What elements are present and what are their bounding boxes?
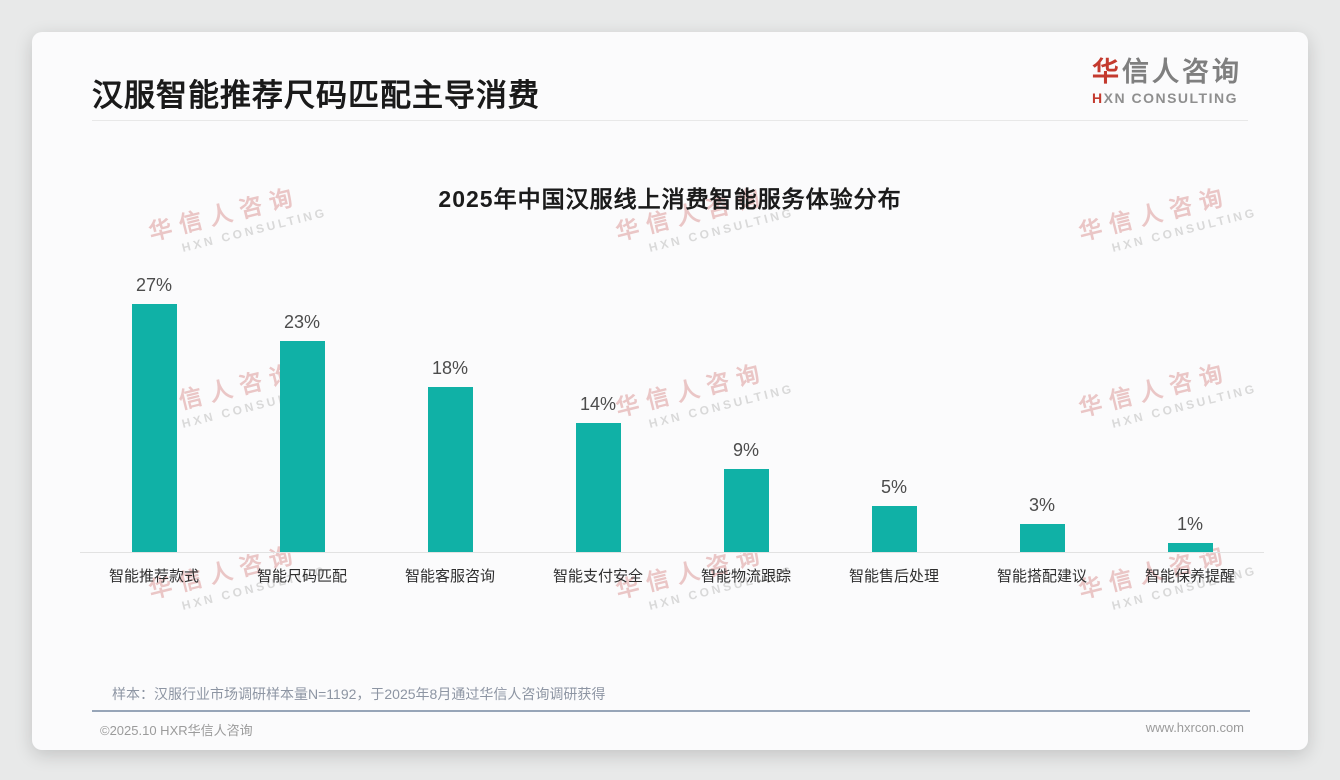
bar-column: 3% (968, 495, 1116, 552)
page-title: 汉服智能推荐尺码匹配主导消费 (92, 78, 540, 113)
bar-value-label: 1% (1176, 514, 1203, 534)
bar (871, 506, 917, 552)
bar-chart-plot: 27% 23% 18% 14% 9% 5% 3% 1% (80, 275, 1264, 553)
bar-column: 23% (228, 312, 376, 552)
footer-bar: ©2025.10 HXR华信人咨询 www.hxrcon.com (100, 720, 1244, 739)
bar (131, 304, 177, 552)
bar-column: 1% (1116, 514, 1264, 552)
bar-value-label: 27% (135, 275, 173, 295)
website-link[interactable]: www.hxrcon.com (1145, 720, 1244, 735)
header-divider (92, 120, 1248, 121)
category-label: 智能售后处理 (848, 568, 939, 585)
bar-column: 18% (376, 358, 524, 552)
bar-column: 5% (820, 477, 968, 552)
category-label: 智能尺码匹配 (256, 568, 347, 585)
logo-cn-accent: 华 (1092, 57, 1122, 87)
bar-value-label: 5% (880, 477, 907, 497)
category-label: 智能推荐款式 (108, 568, 199, 585)
category-label: 智能客服咨询 (404, 568, 495, 585)
sample-note: 样本：汉服行业市场调研样本量N=1192，于2025年8月通过华信人咨询调研获得 (112, 686, 606, 702)
bar-value-label: 3% (1028, 495, 1055, 515)
bar (427, 387, 473, 552)
category-label: 智能物流跟踪 (700, 568, 791, 585)
category-label: 智能支付安全 (552, 568, 643, 585)
chart-title: 2025年中国汉服线上消费智能服务体验分布 (438, 186, 902, 212)
company-logo: 华信人咨询 HXN CONSULTING (1092, 57, 1242, 106)
logo-en-accent: H (1092, 89, 1104, 106)
bar-value-label: 23% (283, 312, 321, 332)
logo-cn-rest: 信人咨询 (1122, 57, 1242, 87)
bar-column: 27% (80, 275, 228, 552)
bar (723, 469, 769, 552)
bar (1019, 524, 1065, 552)
bar (279, 341, 325, 552)
bar (1167, 543, 1213, 552)
logo-en-text: HXN CONSULTING (1092, 90, 1242, 106)
bar-value-label: 18% (431, 358, 469, 378)
bar-column: 9% (672, 440, 820, 552)
logo-cn-text: 华信人咨询 (1092, 57, 1242, 88)
footer-divider (92, 710, 1250, 712)
category-label: 智能保养提醒 (1144, 568, 1235, 585)
bar-value-label: 9% (732, 440, 759, 460)
copyright-text: ©2025.10 HXR华信人咨询 (100, 723, 253, 738)
category-axis: 智能推荐款式 智能尺码匹配 智能客服咨询 智能支付安全 智能物流跟踪 智能售后处理 智能搭配… (80, 565, 1264, 586)
report-card: 华信人咨询 HXN CONSULTING 华信人咨询 HXN CONSULTING 华信… (32, 32, 1308, 750)
bar (575, 423, 621, 552)
category-label: 智能搭配建议 (996, 568, 1087, 585)
bar-value-label: 14% (579, 394, 617, 414)
logo-en-rest: XN CONSULTING (1103, 89, 1238, 106)
bar-column: 14% (524, 394, 672, 552)
